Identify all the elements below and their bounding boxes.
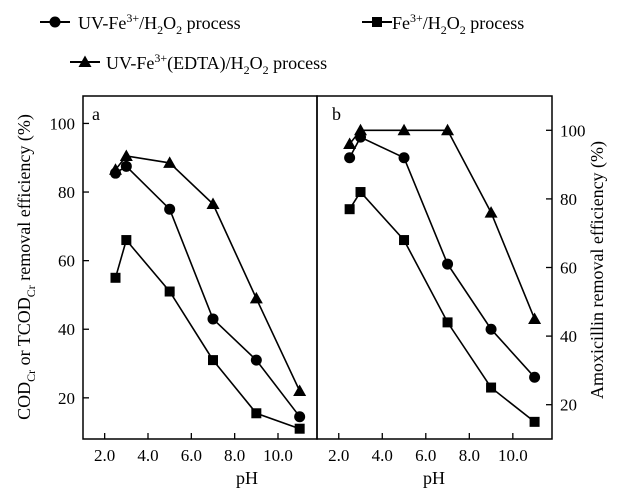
- legend-marker-circle: [49, 16, 61, 28]
- data-point-square-b: [486, 382, 497, 393]
- y-tick-label-a: 100: [50, 114, 76, 133]
- panel-a-label: a: [92, 104, 100, 124]
- data-point-triangle-b: [484, 206, 498, 218]
- data-point-triangle-b: [354, 123, 368, 136]
- y-tick-label-a: 80: [58, 183, 75, 202]
- legend-entry-uv-edta: UV-Fe3+(EDTA)/H2O2 process: [70, 51, 327, 77]
- data-point-triangle-b: [343, 137, 357, 150]
- y-tick-label-b: 20: [560, 396, 577, 415]
- x-tick-label-b: 8.0: [459, 446, 480, 465]
- data-point-triangle-a: [163, 156, 177, 168]
- data-point-circle-b: [398, 152, 410, 164]
- data-point-triangle-a: [249, 291, 263, 304]
- x-tick-label-a: 4.0: [137, 446, 158, 465]
- x-tick-label-b: 4.0: [372, 446, 393, 465]
- data-point-square-b: [344, 204, 355, 215]
- data-point-triangle-a: [206, 197, 220, 210]
- data-point-square-b: [399, 235, 410, 246]
- x-tick-label-b: 2.0: [328, 446, 349, 465]
- y-tick-label-b: 60: [560, 259, 577, 278]
- legend: UV-Fe3+/H2O2 process Fe3+/H2O2 process U…: [40, 11, 524, 77]
- legend-label-uv-edta: UV-Fe3+(EDTA)/H2O2 process: [106, 51, 327, 77]
- panel-b-label: b: [332, 104, 341, 124]
- data-point-circle-a: [250, 354, 262, 366]
- y-tick-label-b: 40: [560, 327, 577, 346]
- series-line-circle-a: [115, 165, 301, 418]
- y-tick-label-a: 20: [58, 389, 75, 408]
- legend-label-fe: Fe3+/H2O2 process: [392, 11, 524, 37]
- y-axis-title-right: Amoxicillin removal efficiency (%): [587, 141, 608, 399]
- x-tick-label-a: 8.0: [224, 446, 245, 465]
- x-tick-label-b: 10.0: [498, 446, 528, 465]
- data-point-circle-b: [442, 258, 454, 270]
- data-point-square-b: [529, 416, 540, 427]
- data-point-triangle-b: [397, 123, 411, 136]
- legend-marker-square: [372, 17, 382, 27]
- data-point-triangle-a: [109, 163, 122, 175]
- x-axis-title-a: pH: [236, 468, 258, 488]
- data-point-triangle-b: [528, 312, 542, 324]
- y-axis-title-left: CODCr or TCODCr removal efficiency (%): [14, 114, 38, 420]
- series-line-triangle-b: [348, 129, 536, 320]
- y-tick-label-a: 60: [58, 252, 75, 271]
- data-point-circle-a: [164, 203, 176, 215]
- y-tick-label-a: 40: [58, 320, 75, 339]
- legend-label-uv-fe: UV-Fe3+/H2O2 process: [78, 11, 241, 37]
- x-tick-label-a: 2.0: [94, 446, 115, 465]
- data-point-circle-b: [344, 152, 356, 164]
- data-point-square-a: [110, 272, 121, 283]
- x-axis-title-b: pH: [423, 468, 445, 488]
- data-point-circle-b: [529, 371, 541, 383]
- series-line-circle-b: [348, 136, 536, 378]
- legend-entry-uv-fe: UV-Fe3+/H2O2 process: [40, 11, 241, 37]
- chart-marks: 2.0 4.0 6.0 8.0 10.0 20 40 60 80 100 2.0 4.0 6.0 8.0 1…: [50, 114, 586, 465]
- legend-marker-triangle: [78, 55, 92, 67]
- data-point-triangle-a: [119, 149, 133, 162]
- series-line-triangle-a: [114, 155, 301, 392]
- data-point-triangle-b: [441, 123, 455, 136]
- data-point-triangle-a: [293, 384, 307, 396]
- legend-entry-fe: Fe3+/H2O2 process: [362, 11, 524, 37]
- data-point-square-a: [294, 423, 305, 434]
- data-point-square-a: [208, 355, 218, 366]
- data-point-square-b: [355, 187, 366, 198]
- y-tick-label-b: 80: [560, 190, 577, 209]
- data-point-circle-a: [120, 160, 132, 172]
- data-point-square-a: [164, 286, 175, 297]
- x-tick-label-b: 6.0: [415, 446, 436, 465]
- x-tick-label-a: 10.0: [263, 446, 293, 465]
- y-tick-label-b: 100: [560, 121, 586, 140]
- data-point-square-a: [251, 408, 262, 419]
- x-tick-label-a: 6.0: [181, 446, 202, 465]
- data-point-circle-a: [294, 411, 306, 423]
- series-line-square-a: [114, 238, 300, 430]
- data-point-square-b: [442, 317, 453, 328]
- series-line-square-b: [348, 190, 536, 423]
- data-point-circle-a: [207, 313, 219, 325]
- data-point-circle-b: [485, 323, 497, 335]
- data-point-square-a: [121, 235, 132, 246]
